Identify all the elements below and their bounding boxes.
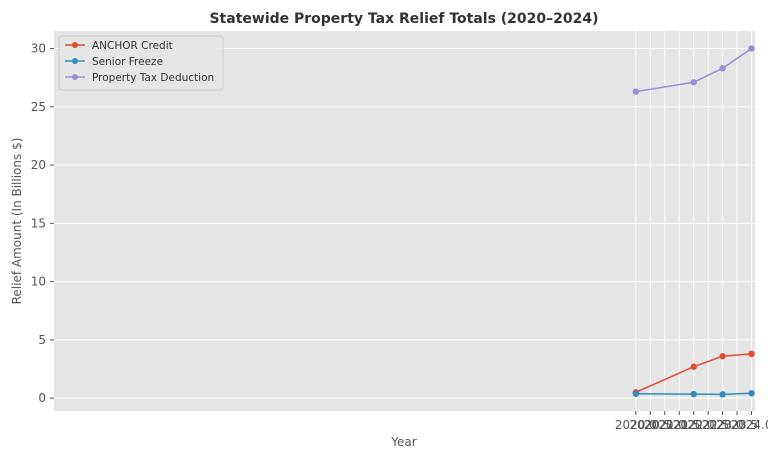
x-tick-label: 2023.5 [716,418,758,432]
chart-title: Statewide Property Tax Relief Totals (20… [209,11,598,27]
x-tick-label: 2021.0 [644,418,686,432]
y-tick-label: 0 [38,391,46,405]
series-3 [632,45,755,95]
data-point [690,390,697,398]
y-tick-label: 25 [31,100,46,114]
series-line [635,392,752,396]
x-tick-label: 2024.0 [731,418,768,432]
y-tick-label: 15 [31,216,46,230]
x-tick-label: 2020.0 [615,418,657,432]
y-tick-label: 20 [31,158,46,172]
legend-marker [72,42,78,48]
y-tick-label: 30 [31,41,46,55]
data-point [719,65,726,72]
data-point [748,45,755,52]
legend-label: Senior Freeze [92,56,163,68]
x-tick-label: 2021.5 [658,418,700,432]
data-point [719,391,726,398]
legend-label: ANCHOR Credit [92,40,173,52]
y-axis-label: Relief Amount (In Billions $) [10,138,24,305]
legend-marker [72,74,78,80]
data-point [719,353,726,360]
y-tick-label: 5 [38,333,46,347]
series-line [635,47,752,93]
legend: ANCHOR Credit Senior Freeze Property Tax D… [58,35,224,91]
legend-box [58,35,224,91]
data-point [632,390,640,397]
gridlines [54,31,755,411]
x-axis-label: Year [390,435,416,449]
series-2 [632,390,755,398]
plot-area [54,31,755,411]
axis-ticks: 2020.02020.52021.02021.52022.02022.52023… [31,41,768,432]
data-point [690,363,697,370]
x-tick-label: 2022.5 [687,418,729,432]
data-point [748,390,755,397]
legend-label: Property Tax Deduction [92,72,214,84]
series-line [635,353,752,394]
x-tick-label: 2022.0 [673,418,715,432]
x-tick-label: 2023.0 [702,418,744,432]
data-point [632,88,640,95]
x-tick-label: 2020.5 [629,418,671,432]
y-tick-label: 10 [31,275,46,289]
data-point [748,350,755,358]
data-point [690,79,697,86]
legend-marker [72,58,78,64]
series-lines [632,45,755,398]
